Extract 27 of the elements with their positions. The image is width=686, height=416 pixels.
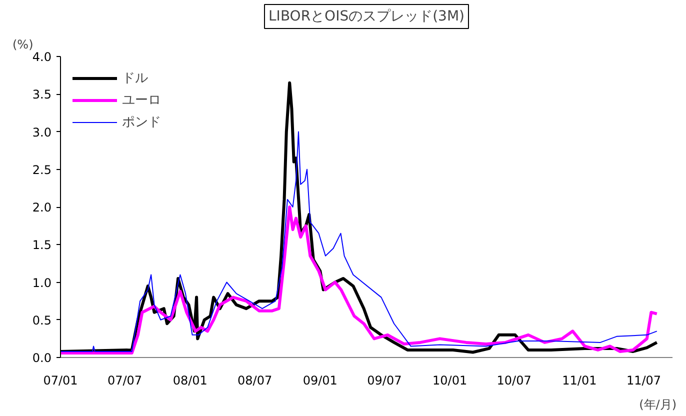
x-tick-label: 11/01	[562, 374, 597, 388]
y-tick-label: 0.0	[32, 351, 52, 365]
x-tick-label: 09/07	[367, 374, 402, 388]
chart-title: LIBORとOISのスプレッド(3M)	[268, 8, 464, 24]
legend-label: ポンド	[122, 114, 161, 131]
line-series	[60, 206, 658, 354]
y-axis-title: (%)	[12, 38, 34, 52]
y-tick-label: 0.5	[32, 313, 52, 328]
y-tick-label: 2.0	[32, 200, 52, 214]
y-tick-label: 4.0	[32, 50, 52, 64]
y-tick-label: 3.0	[32, 125, 52, 140]
line-series	[60, 131, 658, 352]
x-tick-label: 11/07	[626, 374, 662, 388]
x-axis-title: (年/月)	[639, 398, 676, 412]
y-tick-label: 1.0	[32, 276, 52, 290]
legend-label: ユーロ	[122, 92, 161, 109]
y-tick-label: 3.5	[32, 88, 52, 102]
x-tick-label: 08/01	[172, 374, 208, 388]
legend-label: ドル	[122, 70, 148, 87]
x-tick-label: 09/01	[302, 374, 338, 388]
x-tick-label: 10/07	[496, 374, 532, 388]
x-tick-label: 07/01	[43, 374, 78, 388]
x-tick-label: 08/07	[238, 374, 272, 388]
x-tick-label: 10/01	[432, 374, 468, 388]
x-tick-label: 07/07	[108, 374, 142, 388]
y-tick-label: 2.5	[32, 162, 52, 177]
y-tick-label: 1.5	[32, 238, 52, 252]
